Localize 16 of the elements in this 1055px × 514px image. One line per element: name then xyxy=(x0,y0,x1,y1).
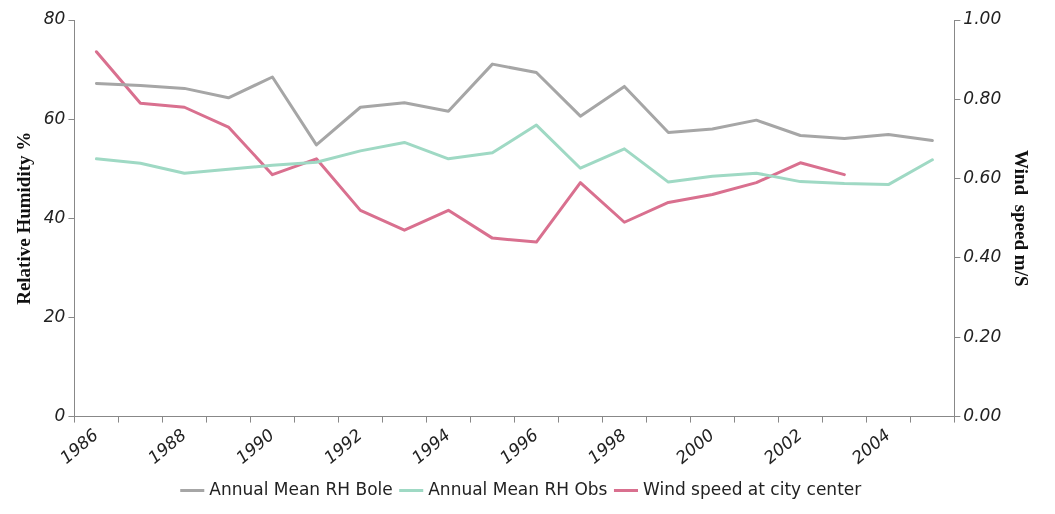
y2-tick-label: 0.60 xyxy=(963,167,1002,188)
y2-tick-label: 0.40 xyxy=(963,246,1002,267)
y-tick-label: 60 xyxy=(43,107,66,128)
legend-label: Annual Mean RH Obs xyxy=(428,478,608,499)
legend-label: Wind speed at city center xyxy=(642,478,862,499)
legend-label: Annual Mean RH Bole xyxy=(209,478,393,499)
y2-axis-title: Wind speed m/S xyxy=(1010,150,1032,287)
y-tick-label: 20 xyxy=(43,305,66,326)
y2-tick-label: 0.80 xyxy=(963,87,1002,108)
y2-tick-label: 0.20 xyxy=(963,325,1002,346)
y-tick-label: 0 xyxy=(54,404,66,425)
y-tick-label: 80 xyxy=(43,8,66,29)
y2-tick-label: 0.00 xyxy=(963,404,1002,425)
y2-tick-label: 1.00 xyxy=(963,8,1002,29)
y-tick-label: 40 xyxy=(43,206,66,227)
y-axis-title: Relative Humidity % xyxy=(13,131,35,305)
